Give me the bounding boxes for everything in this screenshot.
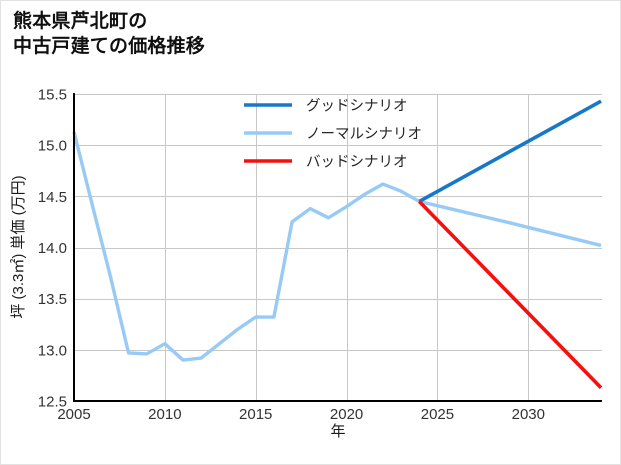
y-tick-label: 15.0 [38,138,67,155]
y-tick-label: 15.5 [38,87,67,104]
x-tick-label: 2015 [239,406,272,423]
legend-label: グッドシナリオ [306,98,408,115]
series-line-bad [417,200,603,389]
x-tick-labels: 2005 2010 2015 2020 2025 2030 [57,406,545,423]
page-title: 熊本県芦北町の 中古戸建ての価格推移 [13,11,206,58]
y-tick-label: 13.5 [38,291,67,308]
y-tick-label: 14.0 [38,240,67,257]
x-tick-label: 2020 [330,406,363,423]
series-line-normal [72,131,602,362]
y-tick-labels: 12.5 13.0 13.5 14.0 14.5 15.0 15.5 [38,87,67,411]
x-tick-label: 2010 [148,406,181,423]
y-tick-label: 14.5 [38,189,67,206]
series-line-good [418,99,602,204]
series-group [72,99,603,389]
x-tick-label: 2030 [512,406,545,423]
y-tick-label: 12.5 [38,394,67,411]
axis-spines [72,93,602,403]
x-tick-label: 2025 [421,406,454,423]
y-tick-label: 13.0 [38,342,67,359]
legend-label: ノーマルシナリオ [306,127,422,143]
legend-label: バッドシナリオ [306,155,408,171]
x-tick-label: 2005 [57,406,90,423]
y-axis-title: 坪 (3.3㎡) 単価 (万円) [10,175,27,318]
x-axis-title: 年 [330,423,345,440]
